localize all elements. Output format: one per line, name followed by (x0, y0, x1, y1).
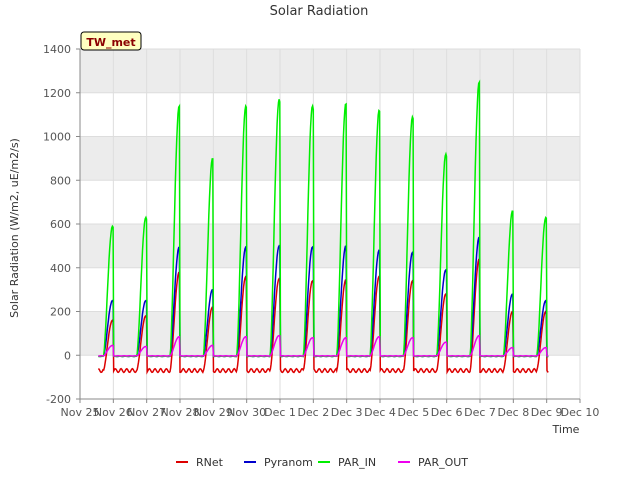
badge-label: TW_met (86, 36, 135, 49)
y-axis-label: Solar Radiation (W/m2, uE/m2/s) (8, 138, 21, 318)
series-line-par-out (98, 334, 549, 357)
legend-label: PAR_IN (338, 456, 376, 469)
legend-label: Pyranom (264, 456, 313, 469)
y-tick-label: 1400 (43, 43, 71, 56)
legend-item-rnet: RNet (176, 456, 224, 469)
y-tick-label: -200 (46, 393, 71, 406)
x-tick-label: Dec 1 (264, 406, 296, 419)
y-tick-label: 400 (50, 262, 71, 275)
y-tick-label: 800 (50, 174, 71, 187)
x-tick-label: Dec 8 (497, 406, 529, 419)
x-tick-label: Nov 27 (127, 406, 166, 419)
x-tick-label: Dec 3 (331, 406, 363, 419)
legend-item-pyranom: Pyranom (244, 456, 313, 469)
y-tick-label: 0 (64, 349, 71, 362)
plot-band (80, 136, 580, 181)
y-tick-label: 200 (50, 306, 71, 319)
series-layer (97, 79, 549, 375)
y-tick-label: 1000 (43, 131, 71, 144)
x-axis-label: Time (552, 423, 580, 436)
tw-met-badge: TW_met (80, 31, 142, 51)
legend-label: PAR_OUT (418, 456, 468, 469)
x-tick-label: Nov 30 (227, 406, 266, 419)
legend: RNet Pyranom PAR_IN PAR_OUT (176, 456, 468, 469)
plot-band (80, 224, 580, 268)
x-tick-label: Dec 6 (431, 406, 463, 419)
legend-item-par-in: PAR_IN (318, 456, 376, 469)
plot-band (80, 49, 580, 93)
legend-label: RNet (196, 456, 224, 469)
x-tick-label: Dec 5 (397, 406, 429, 419)
plot-band (80, 311, 580, 356)
x-tick-label: Nov 29 (194, 406, 233, 419)
x-tick-label: Dec 2 (297, 406, 329, 419)
chart-title: Solar Radiation (270, 4, 369, 19)
x-tick-label: Nov 28 (161, 406, 200, 419)
x-tick-label: Nov 26 (94, 406, 133, 419)
y-tick-label: 600 (50, 218, 71, 231)
x-tick-label: Nov 25 (61, 406, 100, 419)
y-tick-label: 1200 (43, 87, 71, 100)
series-line-rnet (97, 257, 549, 375)
x-tick-label: Dec 7 (464, 406, 496, 419)
x-tick-label: Dec 9 (531, 406, 563, 419)
legend-item-par-out: PAR_OUT (398, 456, 468, 469)
x-tick-label: Dec 10 (561, 406, 600, 419)
x-tick-label: Dec 4 (364, 406, 396, 419)
